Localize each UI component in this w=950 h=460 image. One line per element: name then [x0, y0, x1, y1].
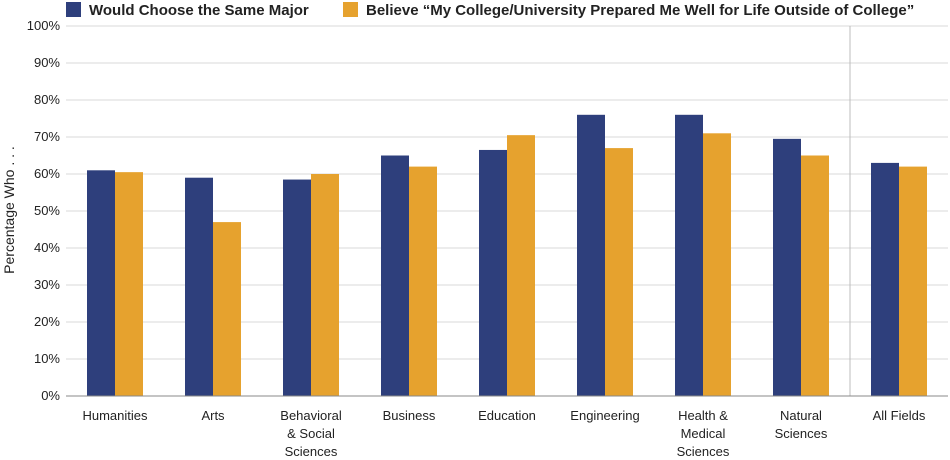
legend-swatch-series-2: [343, 2, 358, 17]
category-label: Engineering: [570, 408, 639, 423]
bar-series-2: [801, 155, 829, 396]
bar-series-1: [675, 114, 703, 397]
bar-series-2: [899, 166, 927, 396]
y-tick-label: 50%: [34, 203, 60, 218]
legend-label-series-1: Would Choose the Same Major: [89, 2, 309, 19]
category-label: Health & Medical Sciences: [677, 408, 730, 459]
y-tick-label: 0%: [41, 388, 60, 403]
category-labels: Humanities Arts Behavioral & Social Sciences…: [82, 408, 925, 459]
bar-series-2: [115, 172, 143, 396]
category-label: All Fields: [873, 408, 926, 423]
y-tick-label: 30%: [34, 277, 60, 292]
bar-series-1: [871, 162, 899, 396]
legend-swatch-series-1: [66, 2, 81, 17]
bar-series-2: [605, 148, 633, 396]
category-label: Behavioral & Social Sciences: [280, 408, 342, 459]
bar-series-2: [213, 222, 241, 396]
category-label: Business: [383, 408, 436, 423]
bars: [87, 114, 927, 397]
bar-series-1: [185, 177, 213, 396]
bar-series-1: [773, 138, 801, 396]
bar-series-2: [311, 174, 339, 396]
legend-label-series-2: Believe “My College/University Prepared …: [366, 2, 914, 19]
bar-series-1: [479, 149, 507, 396]
category-label: Arts: [201, 408, 225, 423]
y-tick-label: 60%: [34, 166, 60, 181]
y-axis-label: Percentage Who . . .: [1, 146, 17, 274]
y-tick-label: 70%: [34, 129, 60, 144]
y-tick-label: 100%: [27, 18, 61, 33]
bar-series-2: [507, 135, 535, 396]
y-tick-label: 80%: [34, 92, 60, 107]
bar-series-2: [409, 166, 437, 396]
y-tick-label: 20%: [34, 314, 60, 329]
y-tick-label: 90%: [34, 55, 60, 70]
legend: Would Choose the Same Major Believe “My …: [66, 2, 914, 19]
bar-series-1: [283, 179, 311, 396]
category-label: Education: [478, 408, 536, 423]
bar-series-2: [703, 133, 731, 397]
bar-series-1: [381, 155, 409, 396]
category-label: Humanities: [82, 408, 148, 423]
y-tick-label: 40%: [34, 240, 60, 255]
category-label: Natural Sciences: [775, 408, 828, 441]
bar-series-1: [577, 114, 605, 397]
bar-series-1: [87, 170, 115, 396]
y-tick-label: 10%: [34, 351, 60, 366]
y-tick-labels: 0% 10% 20% 30% 40% 50% 60% 70% 80% 90% 100%: [27, 18, 61, 403]
